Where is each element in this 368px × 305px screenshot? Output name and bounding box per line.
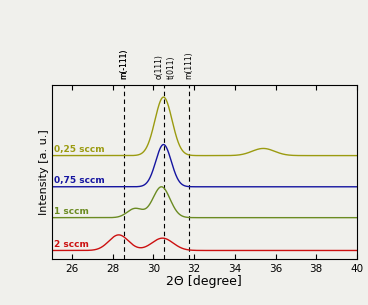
Text: m(111): m(111) — [0, 304, 1, 305]
Text: 2 sccm: 2 sccm — [54, 239, 88, 249]
Text: 1 sccm: 1 sccm — [54, 207, 88, 216]
Text: m(111): m(111) — [184, 52, 194, 79]
Text: t(011): t(011) — [167, 56, 176, 79]
Text: 0,75 sccm: 0,75 sccm — [54, 176, 104, 185]
Text: HfO₂, 10 nm, 800 °C: HfO₂, 10 nm, 800 °C — [0, 304, 1, 305]
Text: m(-111): m(-111) — [119, 49, 128, 79]
Text: 0,25 sccm: 0,25 sccm — [54, 145, 104, 154]
Y-axis label: Intensity [a. u.]: Intensity [a. u.] — [39, 129, 49, 215]
Text: t(011): t(011) — [0, 304, 1, 305]
Text: m(-111): m(-111) — [119, 48, 128, 79]
X-axis label: 2Θ [degree]: 2Θ [degree] — [166, 275, 242, 289]
Text: o(111): o(111) — [155, 54, 164, 79]
Text: o(111): o(111) — [0, 304, 1, 305]
